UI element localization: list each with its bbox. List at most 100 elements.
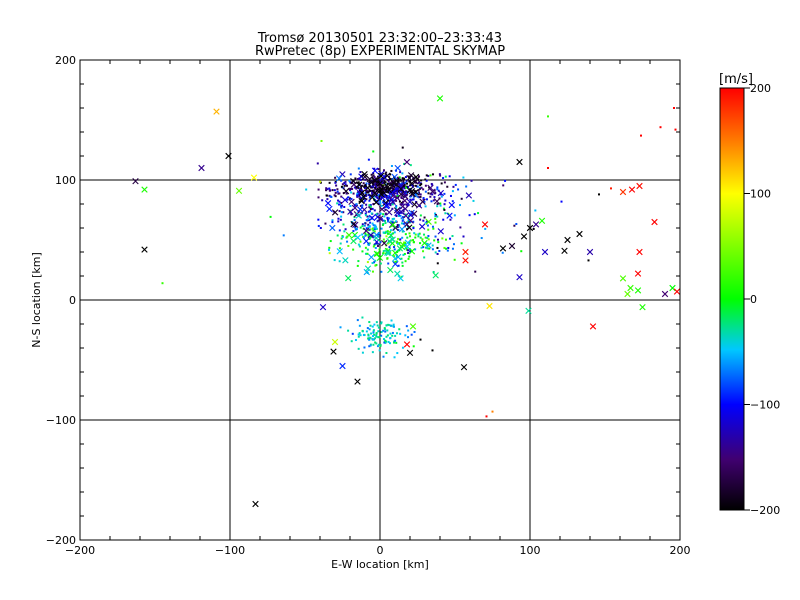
data-point-dot xyxy=(440,182,443,185)
data-point-dot xyxy=(391,203,394,206)
data-point-dot xyxy=(337,199,340,202)
data-point-dot xyxy=(395,220,398,223)
data-point-dot xyxy=(374,188,377,191)
data-point-cross xyxy=(389,182,396,189)
data-point-dot xyxy=(427,228,430,231)
data-point-dot xyxy=(610,187,612,190)
data-point-cross xyxy=(394,253,402,261)
data-point-dot xyxy=(491,410,494,413)
data-point-dot xyxy=(354,339,357,342)
data-point-cross xyxy=(421,239,428,247)
data-point-dot xyxy=(434,215,437,218)
data-point-cross xyxy=(371,189,378,197)
data-point-cross xyxy=(198,164,205,172)
data-point-cross xyxy=(336,248,343,255)
data-point-dot xyxy=(443,192,446,195)
data-point-dot xyxy=(480,237,483,240)
data-point-dot xyxy=(403,162,406,165)
data-point-dot xyxy=(372,150,375,153)
data-point-dot xyxy=(404,242,407,245)
data-point-dot xyxy=(350,213,353,216)
data-point-dot xyxy=(364,178,367,181)
data-point-dot xyxy=(425,198,428,201)
data-point-cross xyxy=(403,243,411,250)
data-point-cross xyxy=(389,236,396,243)
data-point-dot xyxy=(378,235,381,238)
data-point-dot xyxy=(368,189,371,192)
data-point-dot xyxy=(317,218,320,221)
data-point-dot xyxy=(395,206,398,209)
data-point-dot xyxy=(372,229,375,232)
data-point-dot xyxy=(359,196,362,199)
data-point-dot xyxy=(547,167,549,169)
data-point-dot xyxy=(329,240,332,243)
data-point-dot xyxy=(343,205,346,208)
data-point-dot xyxy=(351,332,354,335)
data-point-dot xyxy=(439,202,442,205)
data-point-dot xyxy=(371,270,374,273)
data-point-dot xyxy=(366,248,369,251)
data-point-cross xyxy=(398,225,406,233)
data-point-dot xyxy=(359,334,362,337)
data-point-cross xyxy=(541,248,549,256)
data-point-dot xyxy=(373,261,376,264)
data-point-dot xyxy=(356,192,359,195)
data-point-dot xyxy=(367,210,370,213)
data-point-dot xyxy=(453,214,456,217)
data-point-dot xyxy=(368,338,371,341)
data-point-dot xyxy=(398,200,401,203)
data-point-dot xyxy=(373,323,376,326)
data-point-dot xyxy=(384,194,387,197)
data-point-dot xyxy=(403,252,406,255)
data-point-dot xyxy=(423,233,426,236)
colorbar-tick-label: −100 xyxy=(750,399,780,412)
data-point-cross xyxy=(378,191,385,198)
data-point-dot xyxy=(380,322,383,325)
data-point-cross xyxy=(330,348,337,355)
data-point-cross xyxy=(376,254,384,261)
data-point-dot xyxy=(361,250,364,253)
data-point-dot xyxy=(333,189,336,192)
data-point-dot xyxy=(436,252,439,255)
data-point-dot xyxy=(381,223,384,226)
data-point-dot xyxy=(453,258,456,261)
data-point-dot xyxy=(393,356,396,359)
data-point-cross xyxy=(384,247,392,255)
data-point-dot xyxy=(396,352,399,355)
data-point-dot xyxy=(409,198,412,201)
data-point-dot xyxy=(334,195,337,198)
data-point-dot xyxy=(374,246,377,249)
data-point-cross xyxy=(376,180,384,187)
data-point-cross xyxy=(576,230,583,238)
data-point-dot xyxy=(379,241,382,244)
data-point-dot xyxy=(357,260,360,263)
data-point-dot xyxy=(357,185,360,188)
data-point-dot xyxy=(402,241,405,244)
data-point-dot xyxy=(449,194,452,197)
chart-subtitle: RwPretec (8p) EXPERIMENTAL SKYMAP xyxy=(255,44,505,59)
data-point-dot xyxy=(321,199,324,202)
data-point-dot xyxy=(357,167,360,170)
data-point-dot xyxy=(401,346,404,349)
data-point-cross xyxy=(250,174,258,181)
data-point-dot xyxy=(338,192,341,195)
data-point-cross xyxy=(427,184,434,192)
data-point-cross xyxy=(371,167,379,174)
data-point-dot xyxy=(393,341,396,344)
data-point-dot xyxy=(420,246,423,249)
data-point-cross xyxy=(326,205,333,213)
data-point-dot xyxy=(452,243,455,246)
data-point-dot xyxy=(375,332,378,335)
data-point-cross xyxy=(384,172,391,179)
data-point-dot xyxy=(376,324,379,327)
data-point-cross xyxy=(392,260,399,268)
data-point-dot xyxy=(434,221,437,224)
data-point-dot xyxy=(360,188,363,191)
data-point-dot xyxy=(422,197,425,200)
data-point-dot xyxy=(337,192,340,195)
data-point-dot xyxy=(328,181,331,184)
data-point-dot xyxy=(353,186,356,189)
data-point-cross xyxy=(339,362,346,370)
data-point-dot xyxy=(451,190,454,193)
data-point-dot xyxy=(342,211,345,214)
